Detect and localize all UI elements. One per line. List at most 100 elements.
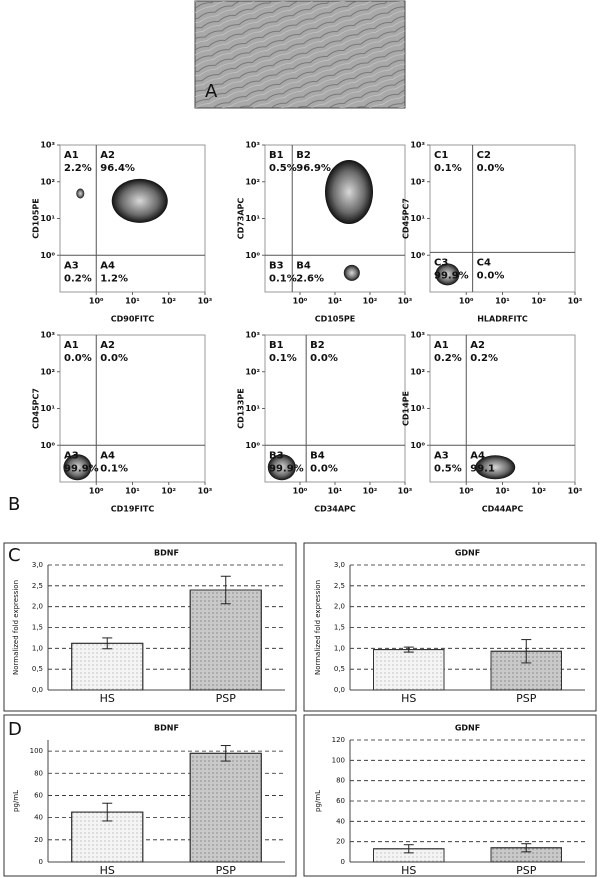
y-tick-label: 2,5: [32, 582, 43, 590]
panel-frame: [303, 542, 597, 712]
y-tick-label: 10¹: [245, 404, 260, 413]
quadrant-name: A4: [100, 260, 115, 271]
y-axis-label: pg/mL: [12, 790, 20, 812]
x-tick-label: 10²: [531, 487, 546, 496]
quadrant-name: A4: [470, 450, 485, 461]
y-tick-label: 0: [341, 858, 345, 866]
y-axis-label: pg/mL: [314, 790, 322, 812]
y-tick-label: 1,5: [334, 624, 345, 632]
y-tick-label: 10¹: [245, 214, 260, 223]
y-axis-label: CD45PC7: [402, 198, 411, 239]
quadrant-name: B3: [269, 450, 284, 461]
x-tick-label: 10²: [531, 297, 546, 306]
y-axis-label: Normalized fold expression: [12, 580, 20, 675]
x-axis-label: HLADRFITC: [477, 315, 528, 324]
y-tick-label: 1,0: [334, 644, 345, 652]
chart-title: BDNF: [154, 724, 179, 733]
y-tick-label: 0,0: [334, 686, 345, 694]
y-axis-label: CD45PC7: [32, 388, 41, 429]
y-tick-label: 1,5: [32, 624, 43, 632]
quadrant-percent: 0.1%: [269, 273, 297, 284]
x-axis-label: CD44APC: [482, 505, 524, 514]
quadrant-percent: 0.0%: [477, 163, 505, 174]
quadrant-name: C1: [434, 150, 448, 161]
chart-title: GDNF: [455, 549, 480, 558]
quadrant-name: C4: [477, 257, 491, 268]
quadrant-percent: 99.9%: [64, 463, 99, 474]
quadrant-percent: 0.5%: [434, 463, 462, 474]
x-tick-label: 10⁰: [459, 487, 474, 496]
quadrant-name: A2: [100, 340, 115, 351]
y-tick-label: 0,0: [32, 686, 43, 694]
y-tick-label: 3,0: [334, 561, 345, 569]
quadrant-name: A3: [64, 260, 79, 271]
y-tick-label: 100: [332, 756, 345, 764]
quadrant-percent: 0.5%: [269, 163, 297, 174]
cell-population: [63, 454, 92, 481]
y-tick-label: 40: [34, 814, 43, 822]
y-tick-label: 1,0: [32, 644, 43, 652]
x-tick-label: 10³: [398, 297, 413, 306]
y-tick-label: 2,5: [334, 582, 345, 590]
quadrant-percent: 0.0%: [310, 463, 338, 474]
y-tick-label: 3,0: [32, 561, 43, 569]
y-tick-label: 10¹: [410, 214, 425, 223]
x-tick-label: HS: [100, 692, 115, 705]
quadrant-percent: 0.2%: [470, 353, 498, 364]
y-axis-label: CD105PE: [32, 198, 41, 239]
quadrant-percent: 0.0%: [310, 353, 338, 364]
x-tick-label: 10¹: [495, 297, 510, 306]
y-tick-label: 120: [332, 736, 345, 744]
cell-population: [76, 188, 85, 199]
y-tick-label: 40: [336, 817, 345, 825]
x-tick-label: 10¹: [328, 487, 343, 496]
quadrant-percent: 0.1%: [100, 463, 128, 474]
quadrant-name: C3: [434, 257, 448, 268]
quadrant-name: B2: [296, 150, 311, 161]
bar-texture: [189, 752, 262, 863]
cell-population: [325, 160, 373, 225]
y-tick-label: 10³: [245, 141, 260, 150]
y-tick-label: 10⁰: [410, 251, 425, 260]
x-tick-label: 10²: [363, 487, 378, 496]
quadrant-name: A2: [470, 340, 485, 351]
cell-population: [475, 455, 516, 480]
x-tick-label: 10¹: [495, 487, 510, 496]
x-tick-label: 10²: [161, 487, 176, 496]
y-tick-label: 2,0: [334, 603, 345, 611]
panel-label: C: [8, 545, 21, 566]
y-tick-label: 10²: [410, 367, 425, 376]
quadrant-name: B4: [296, 260, 311, 271]
x-tick-label: 10⁰: [459, 297, 474, 306]
y-tick-label: 10²: [40, 177, 55, 186]
cell-population: [267, 454, 296, 481]
bar-texture: [71, 642, 144, 691]
x-tick-label: 10¹: [125, 297, 140, 306]
y-axis-label: CD73APC: [237, 198, 246, 240]
x-axis-label: CD19FITC: [111, 505, 155, 514]
x-tick-label: PSP: [216, 864, 237, 877]
y-tick-label: 10³: [410, 331, 425, 340]
quadrant-name: C2: [477, 150, 491, 161]
quadrant-percent: 0.2%: [64, 273, 92, 284]
chart-title: GDNF: [455, 724, 480, 733]
y-tick-label: 10¹: [410, 404, 425, 413]
x-tick-label: 10⁰: [89, 487, 104, 496]
x-tick-label: 10³: [398, 487, 413, 496]
bar-texture: [373, 649, 445, 691]
y-tick-label: 10⁰: [410, 441, 425, 450]
y-tick-label: 10³: [410, 141, 425, 150]
y-tick-label: 20: [34, 836, 43, 844]
quadrant-percent: 1.2%: [100, 273, 128, 284]
quadrant-percent: 99.1: [470, 463, 495, 474]
x-tick-label: PSP: [516, 692, 537, 705]
y-tick-label: 10³: [245, 331, 260, 340]
y-tick-label: 60: [34, 791, 43, 799]
cell-population: [111, 178, 168, 223]
y-tick-label: 10⁰: [40, 251, 55, 260]
panel-frame: [303, 714, 597, 877]
quadrant-name: A3: [64, 450, 79, 461]
quadrant-name: A1: [64, 150, 79, 161]
y-tick-label: 2,0: [32, 603, 43, 611]
x-tick-label: 10³: [568, 297, 583, 306]
